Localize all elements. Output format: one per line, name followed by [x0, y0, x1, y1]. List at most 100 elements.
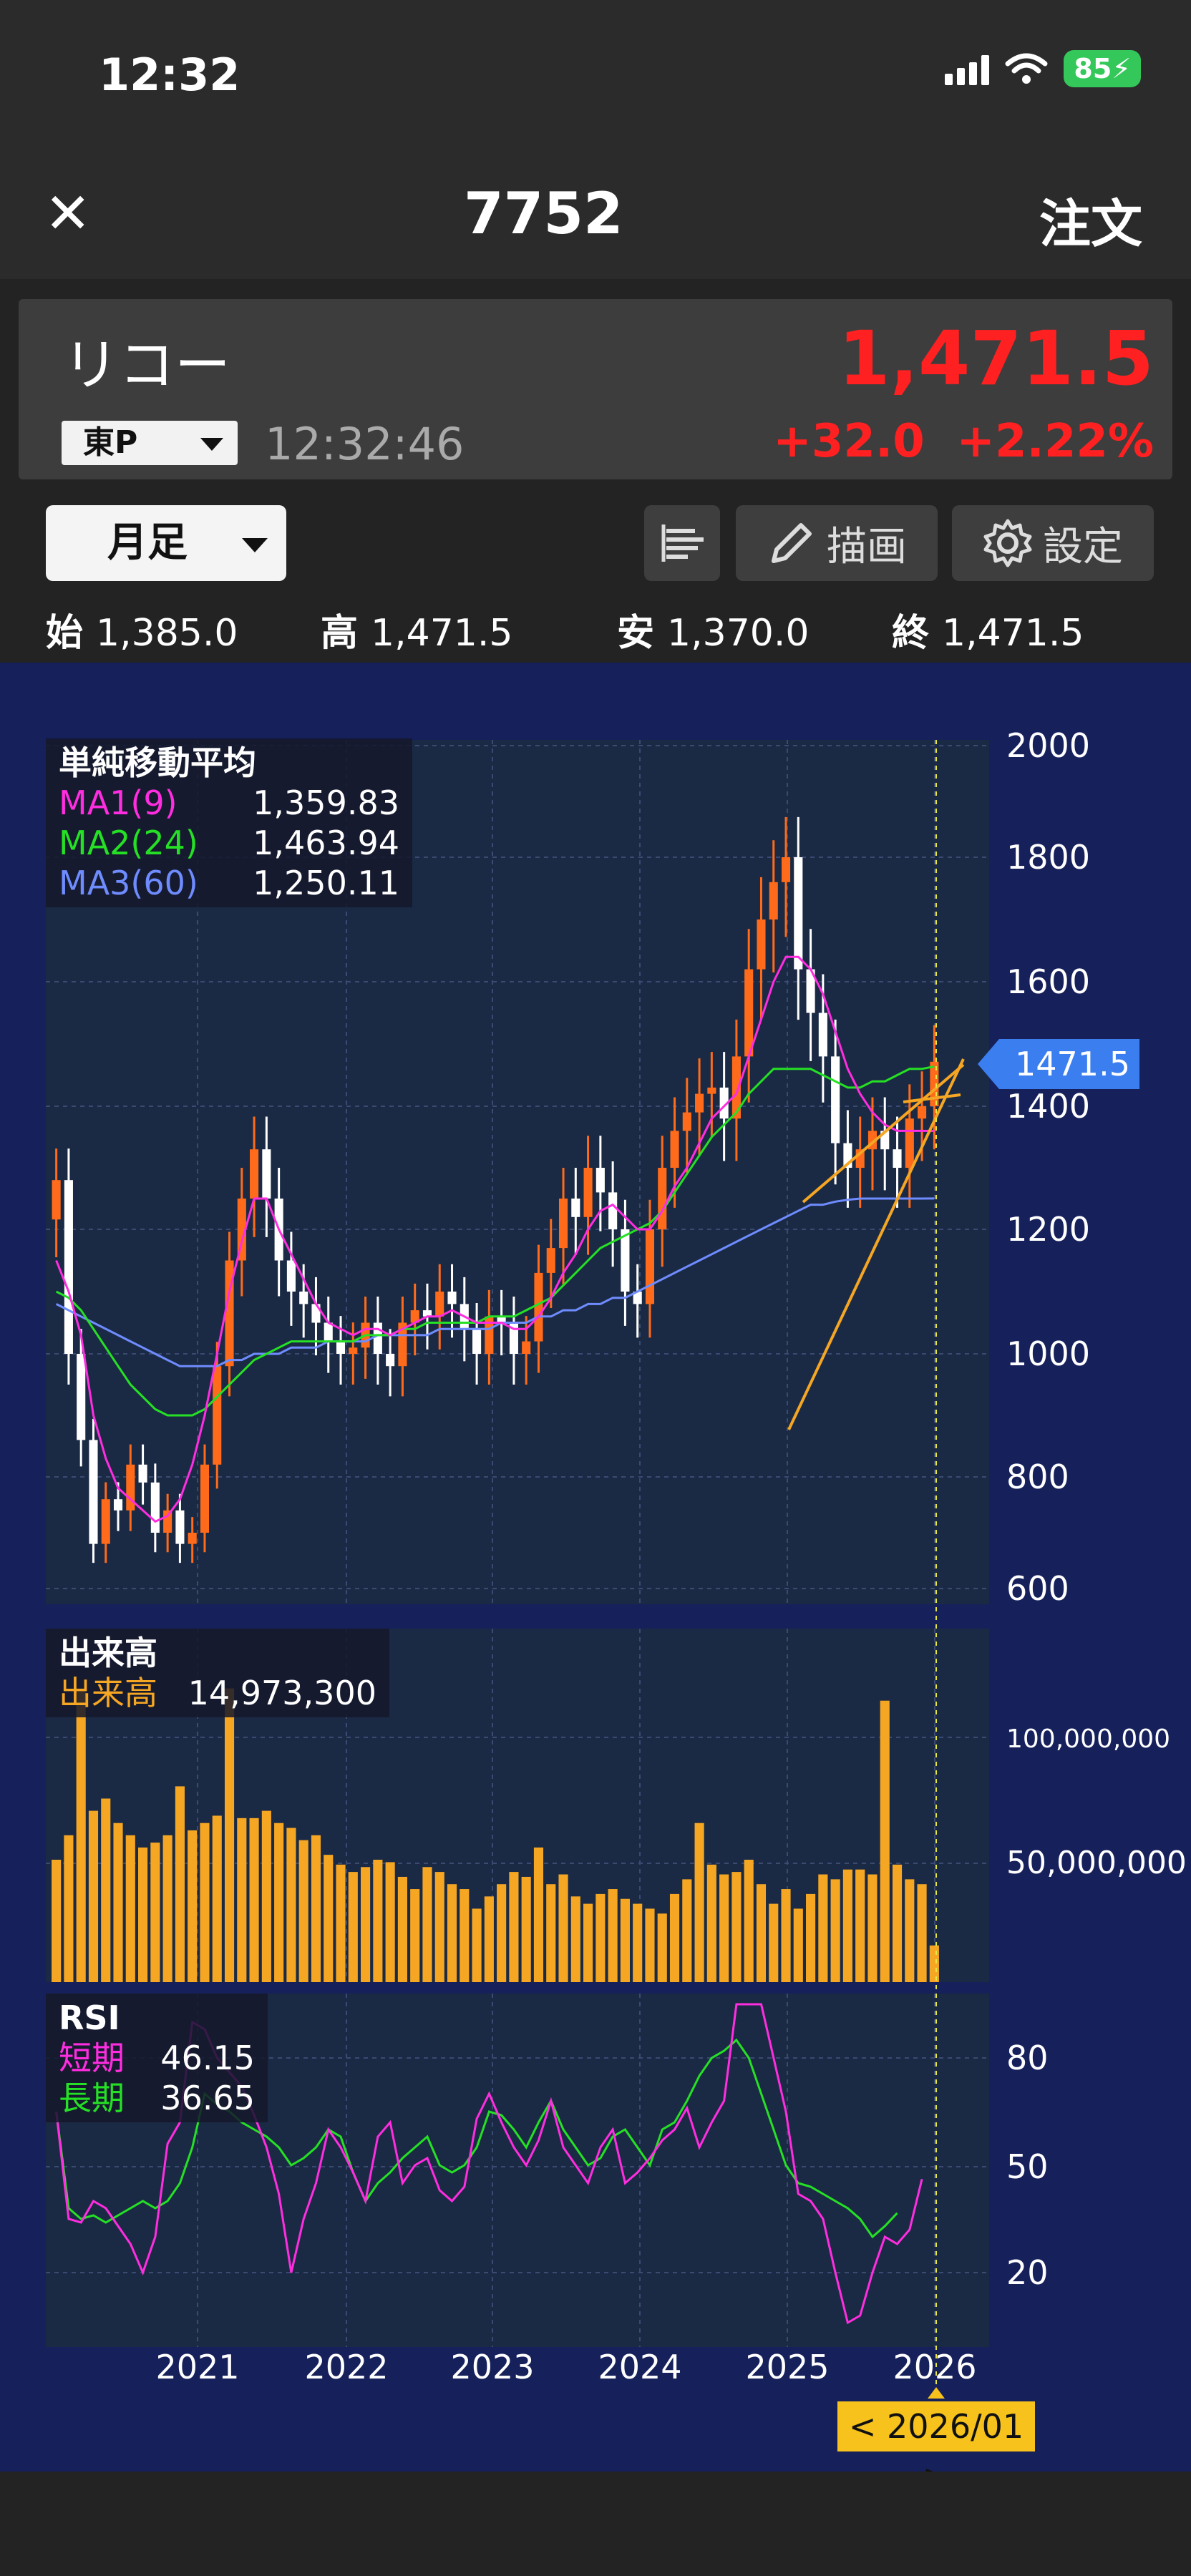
volume-bar — [570, 1896, 580, 1982]
volume-bar — [880, 1700, 890, 1982]
high-label: 高 — [321, 612, 359, 655]
candle-body — [719, 1087, 729, 1119]
volume-bar — [842, 1869, 852, 1982]
settings-button[interactable]: 設定 — [952, 505, 1154, 581]
volume-bar — [286, 1828, 296, 1982]
volume-bar — [336, 1864, 346, 1982]
ma-legend-title: 単純移動平均 — [59, 743, 256, 782]
rsi-long-label: 長期 — [59, 2079, 125, 2117]
candle-body — [583, 1168, 593, 1217]
volume-bar — [138, 1847, 148, 1982]
period-selector[interactable]: 月足 — [46, 505, 286, 581]
candle-body — [324, 1322, 333, 1342]
candle-body — [509, 1322, 518, 1354]
volume-bar — [200, 1823, 210, 1982]
quote-panel: リコー 1,471.5 東P 12:32:46 +32.0 +2.22% — [19, 299, 1172, 479]
rsi-short-value: 46.15 — [160, 2039, 255, 2077]
nav-bar: ✕ 7752 注文 — [0, 150, 1191, 394]
candle-body — [126, 1464, 135, 1511]
candle-body — [188, 1533, 197, 1544]
candle-body — [213, 1366, 222, 1465]
pencil-icon — [772, 523, 812, 563]
price-axis-label: 600 — [1006, 1569, 1069, 1608]
volume-bar — [274, 1823, 284, 1982]
ohlc-low: 安 1,370.0 — [617, 602, 810, 656]
price-axis-label: 1800 — [1006, 838, 1090, 877]
volume-bar — [892, 1864, 903, 1982]
volume-bar — [620, 1898, 630, 1982]
candle-body — [818, 1013, 827, 1057]
volume-bar — [855, 1869, 865, 1982]
volume-bar — [929, 1945, 939, 1982]
wifi-icon — [1005, 53, 1048, 84]
cursor-marker — [928, 2387, 945, 2399]
volume-bar — [756, 1884, 767, 1982]
chevron-down-icon — [242, 538, 268, 552]
current-price: 1,471.5 — [838, 315, 1154, 402]
volume-legend-title: 出来高 — [59, 1634, 157, 1672]
volume-bar — [509, 1872, 519, 1982]
volume-bar — [324, 1855, 334, 1982]
volume-bar — [472, 1908, 482, 1982]
gear-icon — [983, 519, 1032, 567]
volume-bar — [867, 1874, 878, 1982]
candle-body — [485, 1316, 494, 1354]
volume-bar — [830, 1879, 840, 1982]
company-name: リコー — [63, 333, 231, 398]
volume-bar — [769, 1903, 779, 1982]
volume-bar — [150, 1843, 160, 1982]
volume-bar — [188, 1830, 198, 1982]
ma3-line — [55, 1197, 935, 1367]
volume-value: 14,973,300 — [188, 1674, 376, 1712]
candle-body — [89, 1440, 98, 1544]
volume-bar — [645, 1908, 655, 1982]
candle-body — [633, 1292, 642, 1304]
volume-axis-label: 50,000,000 — [1006, 1845, 1187, 1881]
candle-body — [200, 1464, 210, 1533]
year-axis-label: 2023 — [450, 2348, 534, 2386]
volume-bar — [497, 1884, 507, 1982]
open-value: 1,385.0 — [96, 612, 238, 655]
volume-bar — [706, 1864, 716, 1982]
draw-button[interactable]: 描画 — [736, 505, 938, 581]
order-button[interactable]: 注文 — [1039, 194, 1143, 254]
candle-body — [596, 1168, 605, 1193]
volume-bar — [162, 1835, 172, 1982]
rsi-long-line — [55, 2038, 898, 2239]
market-selector[interactable]: 東P — [62, 421, 238, 465]
volume-bar — [237, 1818, 247, 1982]
volume-bar — [731, 1872, 742, 1982]
volume-bar — [719, 1874, 729, 1982]
candle-body — [497, 1316, 506, 1323]
year-axis-label: 2026 — [893, 2348, 976, 2386]
ma3-value: 1,250.11 — [253, 864, 399, 902]
candle-body — [695, 1093, 704, 1113]
chart-toolbar: 月足 描画 設定 — [0, 494, 1191, 587]
volume-bar — [558, 1874, 568, 1982]
volume-bar — [434, 1872, 444, 1982]
date-selector[interactable]: < 2026/01 > — [837, 2401, 1035, 2496]
rsi-short-label: 短期 — [59, 2039, 125, 2077]
candle-body — [781, 857, 791, 882]
volume-bar — [793, 1908, 803, 1982]
candle-body — [621, 1229, 630, 1292]
ma2-label: MA2(24) — [59, 824, 198, 862]
volume-bar — [657, 1913, 667, 1982]
volume-bar — [125, 1835, 135, 1982]
candle-body — [386, 1354, 395, 1367]
volume-bar — [249, 1818, 259, 1982]
change-amount: +32.0 — [773, 415, 925, 468]
stock-code: 7752 — [464, 180, 623, 247]
price-axis-label: 1400 — [1006, 1087, 1090, 1126]
volume-bar — [212, 1815, 222, 1982]
ohlc-high: 高 1,471.5 — [321, 602, 513, 656]
trend-line — [787, 1058, 965, 1430]
volume-axis-label: 100,000,000 — [1006, 1724, 1170, 1754]
close-icon[interactable]: ✕ — [44, 182, 92, 246]
volume-bar — [744, 1860, 754, 1982]
price-board-button[interactable] — [644, 505, 720, 581]
volume-bar — [583, 1903, 593, 1982]
volume-bar — [113, 1823, 123, 1982]
ohlc-row: 始 1,385.0 高 1,471.5 安 1,370.0 終 1,471.5 — [0, 602, 1191, 660]
candle-body — [113, 1499, 123, 1511]
